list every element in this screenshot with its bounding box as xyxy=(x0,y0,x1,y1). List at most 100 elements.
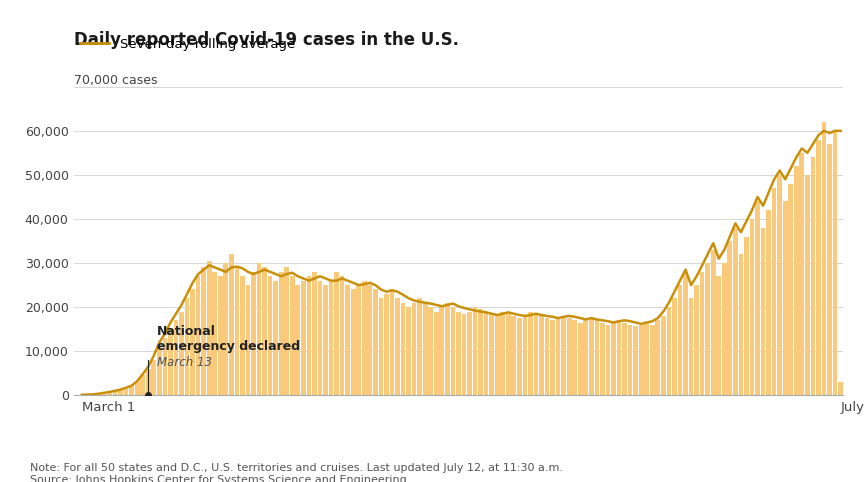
Bar xyxy=(428,307,433,395)
Bar xyxy=(301,281,305,395)
Bar xyxy=(816,140,821,395)
Bar xyxy=(202,268,206,395)
Bar xyxy=(439,307,445,395)
Bar xyxy=(766,210,771,395)
Bar xyxy=(185,298,189,395)
Bar xyxy=(317,281,323,395)
Bar xyxy=(445,303,450,395)
Bar xyxy=(218,276,222,395)
Bar xyxy=(534,314,538,395)
Bar xyxy=(368,285,372,395)
Bar xyxy=(157,347,162,395)
Bar xyxy=(617,321,621,395)
Bar xyxy=(573,321,577,395)
Bar xyxy=(168,329,173,395)
Text: 70,000 cases: 70,000 cases xyxy=(74,74,157,87)
Bar xyxy=(389,290,394,395)
Bar xyxy=(257,263,261,395)
Bar xyxy=(174,321,178,395)
Bar xyxy=(384,294,388,395)
Bar xyxy=(750,219,754,395)
Bar xyxy=(633,326,638,395)
Bar xyxy=(423,303,427,395)
Bar xyxy=(324,285,328,395)
Bar xyxy=(223,263,228,395)
Bar xyxy=(827,144,832,395)
Bar xyxy=(234,268,240,395)
Bar xyxy=(91,394,95,395)
Bar xyxy=(501,311,505,395)
Bar xyxy=(639,325,644,395)
Bar xyxy=(279,272,284,395)
Bar xyxy=(379,298,383,395)
Bar xyxy=(345,285,350,395)
Bar xyxy=(285,268,289,395)
Bar xyxy=(539,316,544,395)
Bar xyxy=(356,285,361,395)
Bar xyxy=(412,303,416,395)
Bar xyxy=(612,322,616,395)
Bar xyxy=(340,276,344,395)
Bar xyxy=(124,388,129,395)
Bar xyxy=(195,276,201,395)
Bar xyxy=(594,321,599,395)
Bar xyxy=(700,272,704,395)
Bar xyxy=(833,131,837,395)
Bar xyxy=(545,318,549,395)
Bar xyxy=(622,322,627,395)
Bar xyxy=(478,309,483,395)
Bar xyxy=(334,272,339,395)
Bar xyxy=(130,387,134,395)
Bar xyxy=(677,285,682,395)
Bar xyxy=(373,290,378,395)
Text: National: National xyxy=(157,325,215,338)
Bar xyxy=(650,325,655,395)
Bar xyxy=(744,237,749,395)
Bar xyxy=(140,375,145,395)
Bar xyxy=(362,281,367,395)
Bar xyxy=(495,316,500,395)
Bar xyxy=(805,175,810,395)
Bar xyxy=(760,228,766,395)
Bar xyxy=(213,272,217,395)
Bar xyxy=(96,394,101,395)
Bar xyxy=(783,201,787,395)
Bar xyxy=(400,303,406,395)
Bar xyxy=(312,272,317,395)
Bar xyxy=(739,254,743,395)
Bar xyxy=(517,318,522,395)
Bar xyxy=(395,298,400,395)
Bar xyxy=(146,369,151,395)
Bar xyxy=(251,272,256,395)
Text: March 13: March 13 xyxy=(157,356,212,369)
Bar xyxy=(529,311,533,395)
Bar xyxy=(733,228,738,395)
Bar xyxy=(606,325,611,395)
Bar xyxy=(484,311,489,395)
Bar xyxy=(799,153,804,395)
Bar xyxy=(119,390,123,395)
Text: Daily reported Covid-19 cases in the U.S.: Daily reported Covid-19 cases in the U.S… xyxy=(74,31,458,49)
Bar xyxy=(456,311,461,395)
Bar xyxy=(672,298,676,395)
Bar xyxy=(306,276,311,395)
Bar xyxy=(722,263,727,395)
Bar xyxy=(683,272,688,395)
Bar xyxy=(467,311,472,395)
Bar xyxy=(246,285,250,395)
Bar xyxy=(561,316,566,395)
Bar xyxy=(290,276,295,395)
Bar xyxy=(451,307,455,395)
Bar xyxy=(101,393,106,395)
Bar xyxy=(207,261,212,395)
Text: Source: Johns Hopkins Center for Systems Science and Engineering: Source: Johns Hopkins Center for Systems… xyxy=(30,475,407,482)
Bar xyxy=(434,311,439,395)
Bar xyxy=(584,321,588,395)
Bar xyxy=(772,188,777,395)
Bar xyxy=(511,316,516,395)
Bar xyxy=(716,276,721,395)
Bar xyxy=(240,276,245,395)
Bar xyxy=(229,254,234,395)
Bar xyxy=(273,281,278,395)
Bar xyxy=(107,392,112,395)
